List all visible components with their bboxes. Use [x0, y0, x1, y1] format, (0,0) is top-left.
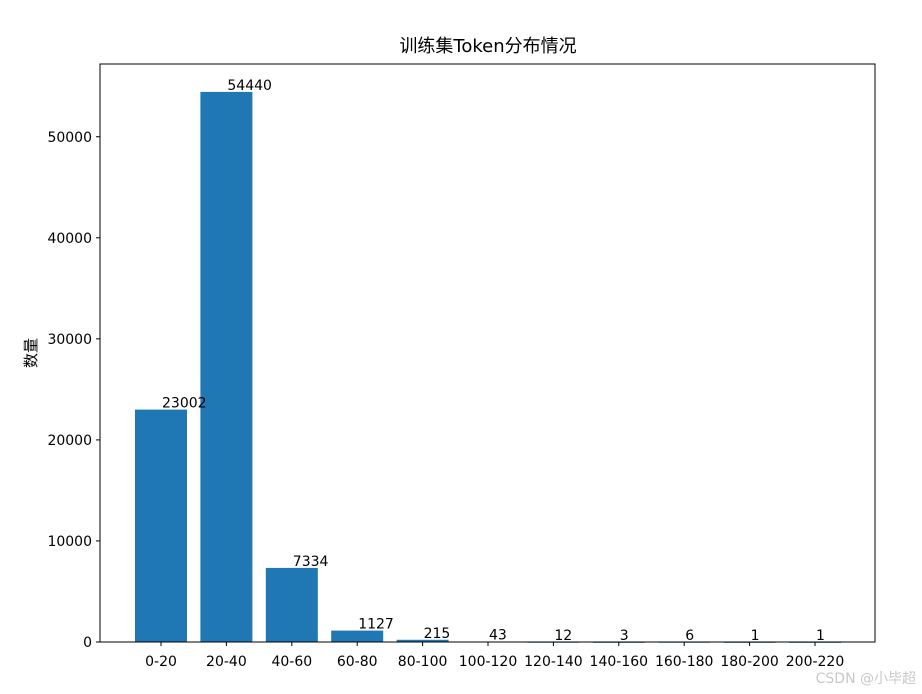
x-tick-label: 120-140: [524, 654, 583, 670]
bar-20-40: [200, 91, 253, 642]
x-tick-label: 0-20: [145, 654, 177, 670]
y-axis-ticks: 0 10000 20000 30000 40000 50000: [47, 130, 100, 651]
x-axis-ticks: 0-20 20-40 40-60 60-80 80-100 100-120 120-140 1…: [145, 642, 844, 670]
y-tick-label: 30000: [47, 332, 92, 348]
y-tick-label: 0: [83, 635, 92, 651]
bar-value-label: 6: [685, 628, 694, 644]
watermark: CSDN @小毕超: [815, 671, 916, 687]
bar-60-80: [331, 630, 384, 642]
value-labels-layer: 23002 54440 7334 1127 215 43 12 3 6 1 1: [162, 78, 825, 644]
bar-value-label: 54440: [227, 78, 272, 94]
x-tick-label: 40-60: [271, 654, 312, 670]
bar-value-label: 7334: [293, 554, 329, 570]
bar-40-60: [265, 567, 318, 642]
x-tick-label: 160-180: [655, 654, 714, 670]
y-tick-label: 10000: [47, 534, 92, 550]
y-axis-label: 数量: [22, 338, 40, 368]
bar-value-label: 3: [620, 628, 629, 644]
x-tick-label: 140-160: [590, 654, 649, 670]
x-tick-label: 80-100: [398, 654, 448, 670]
y-tick-label: 50000: [47, 130, 92, 146]
bar-value-label: 215: [424, 626, 451, 642]
bar-value-label: 12: [554, 628, 572, 644]
bar-value-label: 23002: [162, 396, 207, 412]
x-tick-label: 180-200: [720, 654, 779, 670]
y-tick-label: 40000: [47, 231, 92, 247]
x-tick-label: 60-80: [337, 654, 378, 670]
bar-value-label: 1127: [358, 617, 394, 633]
bar-value-label: 1: [751, 628, 760, 644]
bars-layer: [135, 91, 841, 643]
bar-value-label: 43: [489, 628, 507, 644]
bar-value-label: 1: [816, 628, 825, 644]
x-tick-label: 20-40: [206, 654, 247, 670]
y-tick-label: 20000: [47, 433, 92, 449]
chart-title: 训练集Token分布情况: [399, 36, 576, 57]
plot-area-frame: [99, 63, 876, 643]
bar-0-20: [135, 409, 187, 642]
x-tick-label: 200-220: [786, 654, 845, 670]
bar-80-100: [396, 639, 449, 642]
x-tick-label: 100-120: [459, 654, 518, 670]
